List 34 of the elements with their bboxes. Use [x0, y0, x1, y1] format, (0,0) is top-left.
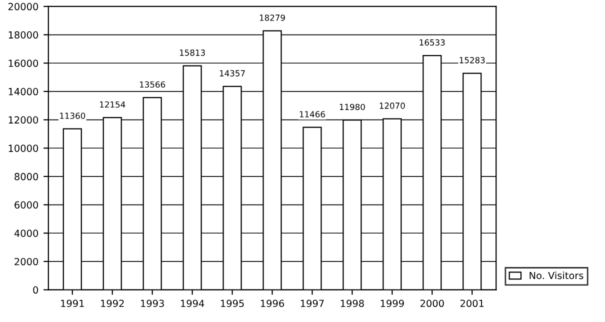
y-tick-label: 2000 [14, 258, 38, 266]
data-label: 12154 [100, 101, 126, 108]
data-label: 14357 [220, 70, 245, 76]
data-label: 11360 [60, 112, 86, 119]
x-tick-label: 1991 [61, 300, 84, 308]
y-tick-label: 18000 [8, 31, 38, 39]
x-tick-label: 2000 [420, 300, 444, 308]
x-tick-label: 1997 [300, 300, 324, 308]
y-tick-label: 12000 [8, 116, 38, 124]
x-tick-label: 1998 [340, 300, 364, 308]
data-label: 11980 [340, 104, 365, 110]
y-tick-label: 8000 [14, 172, 38, 180]
data-label: 13566 [140, 81, 166, 88]
legend-label: No. Visitors [530, 272, 584, 280]
x-tick-label: 2001 [460, 300, 484, 308]
data-label: 11466 [300, 111, 325, 118]
x-tick-label: 1993 [141, 300, 164, 308]
y-tick-label: 0 [33, 286, 38, 294]
x-tick-label: 1995 [220, 300, 244, 308]
data-label: 18279 [260, 14, 285, 21]
y-tick-label: 10000 [8, 144, 38, 152]
y-tick-label: 16000 [8, 60, 38, 67]
x-tick-label: 1994 [181, 300, 204, 308]
data-label: 12070 [380, 102, 405, 109]
y-tick-label: 14000 [8, 88, 38, 96]
data-label: 15813 [180, 50, 205, 56]
data-label: 16533 [420, 39, 445, 46]
y-tick-label: 4000 [14, 230, 38, 237]
x-tick-label: 1999 [380, 300, 404, 308]
y-tick-label: 20000 [8, 2, 38, 10]
x-tick-label: 1992 [101, 300, 124, 308]
data-label: 15283 [460, 57, 485, 64]
y-tick-label: 6000 [14, 201, 38, 209]
x-tick-label: 1996 [260, 300, 284, 308]
